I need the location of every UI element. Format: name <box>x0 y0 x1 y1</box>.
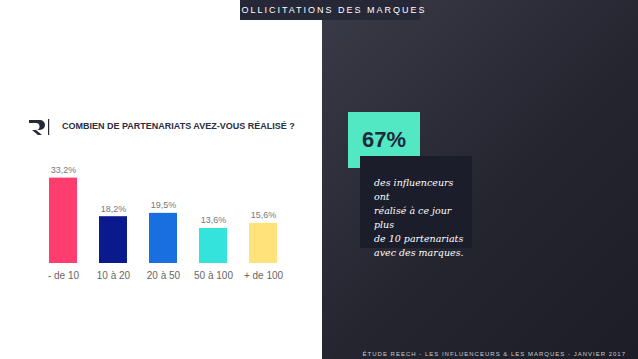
html-text:réalisé à ce jour plus: réalisé à ce jour plus <box>374 205 452 230</box>
svg-text:50 à 100: 50 à 100 <box>194 270 233 281</box>
svg-text:15,6%: 15,6% <box>251 210 277 220</box>
svg-text:13,6%: 13,6% <box>201 215 227 225</box>
svg-text:20 à 50: 20 à 50 <box>147 270 181 281</box>
svg-text:10 à 20: 10 à 20 <box>97 270 131 281</box>
html-text:ÉTUDE REECH - LES INFLUENCEURS: ÉTUDE REECH - LES INFLUENCEURS & LES MAR… <box>362 351 626 357</box>
svg-text:18,2%: 18,2% <box>101 204 127 214</box>
svg-text:+ de 100: + de 100 <box>244 270 284 281</box>
html-text:des influenceurs ont: des influenceurs ont <box>374 177 454 202</box>
svg-text:- de 10: - de 10 <box>48 270 80 281</box>
html-text:SOLLICITATIONS DES MARQUES: SOLLICITATIONS DES MARQUES <box>233 5 427 15</box>
svg-text:19,5%: 19,5% <box>151 200 177 210</box>
html-text:COMBIEN DE PARTENARIATS AVEZ-V: COMBIEN DE PARTENARIATS AVEZ-VOUS RÉALIS… <box>62 121 295 131</box>
html-text:de 10 partenariats: de 10 partenariats <box>374 233 464 244</box>
svg-text:33,2%: 33,2% <box>51 165 77 175</box>
html-text:avec des marques.: avec des marques. <box>374 247 464 258</box>
html-text:67%: 67% <box>362 127 406 152</box>
